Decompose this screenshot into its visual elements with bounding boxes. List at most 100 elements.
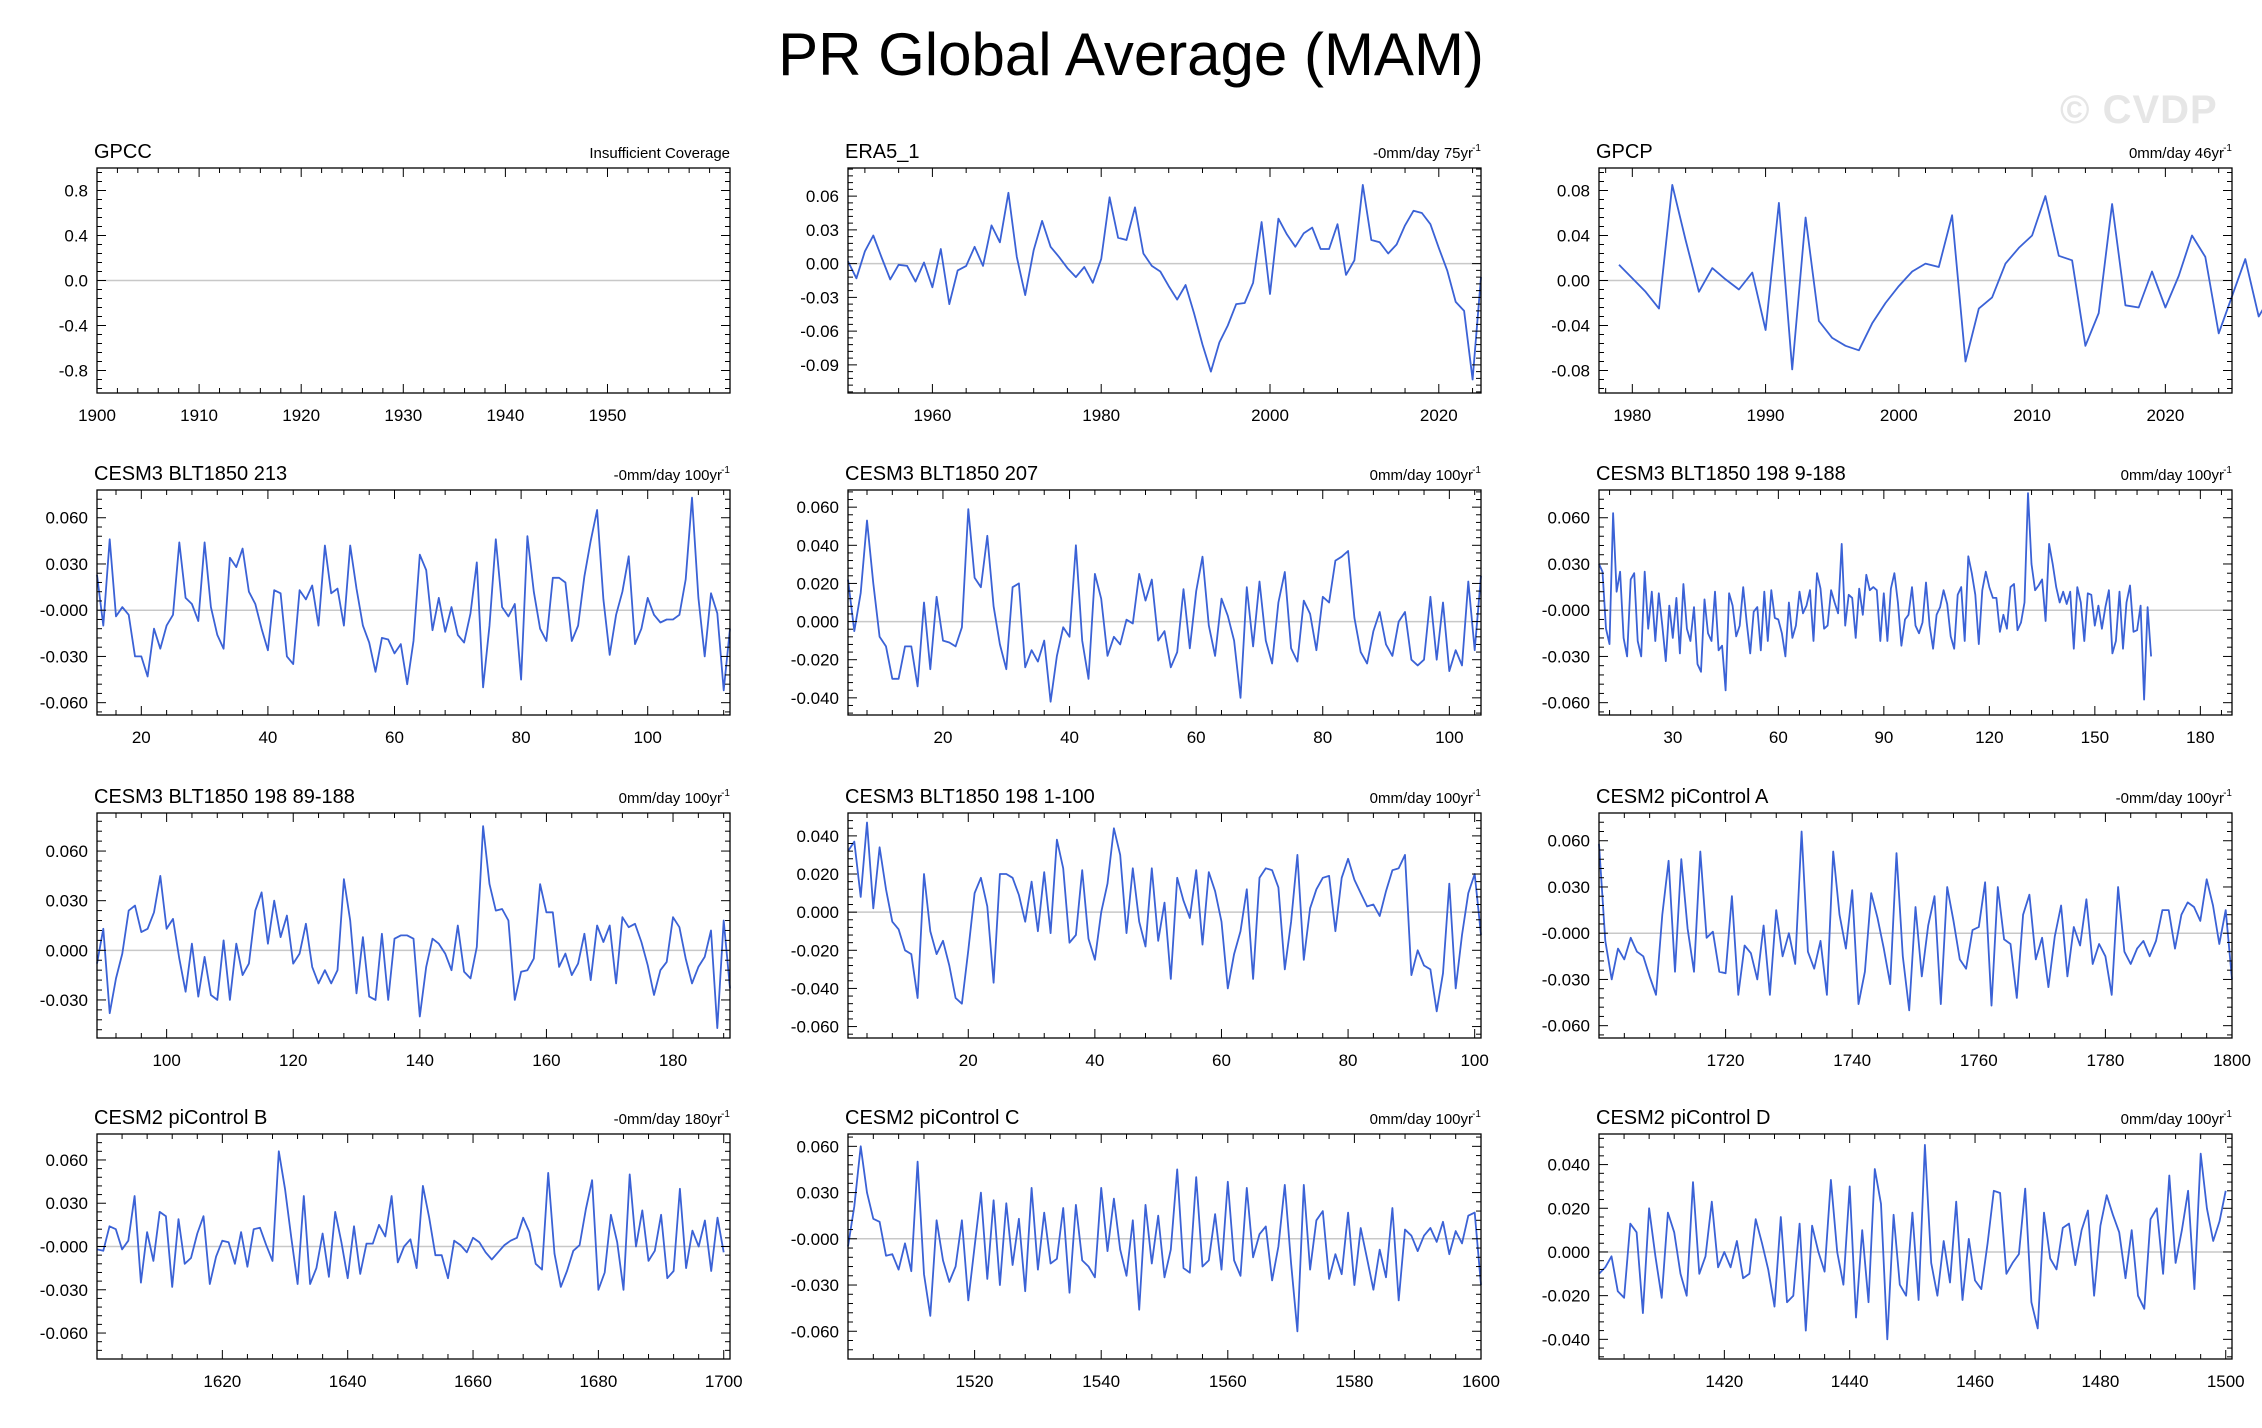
x-tick-label: 1480 (2081, 1372, 2119, 1391)
panel-title: GPCC (94, 141, 152, 163)
x-tick-label: 1660 (454, 1372, 492, 1391)
series-line (847, 1145, 1482, 1333)
x-tick-label: 1560 (1209, 1372, 1247, 1391)
y-tick-label: 0.000 (45, 941, 88, 960)
x-tick-label: 90 (1874, 728, 1893, 747)
y-tick-label: -0.000 (791, 1230, 839, 1249)
x-tick-label: 180 (2186, 728, 2214, 747)
y-tick-label: -0.4 (59, 317, 88, 336)
x-tick-label: 1780 (2086, 1051, 2124, 1070)
x-tick-label: 30 (1663, 728, 1682, 747)
x-tick-label: 2020 (2146, 406, 2184, 425)
y-tick-label: 0.08 (1557, 182, 1590, 201)
panel-trend-superscript: -1 (721, 788, 730, 799)
y-tick-label: 0.00 (806, 255, 839, 274)
x-tick-label: 2020 (1420, 406, 1458, 425)
x-tick-label: 1640 (329, 1372, 367, 1391)
panel-title: CESM3 BLT1850 198 89-188 (94, 786, 355, 808)
x-tick-label: 60 (1212, 1051, 1231, 1070)
panel-trend-info: -0mm/day 100yr (2116, 790, 2224, 807)
series-line (1598, 1144, 2227, 1341)
x-tick-label: 40 (1060, 728, 1079, 747)
y-tick-label: -0.09 (800, 356, 839, 375)
x-tick-label: 1420 (1705, 1372, 1743, 1391)
x-tick-label: 1940 (486, 406, 524, 425)
panel-title: CESM3 BLT1850 198 9-188 (1596, 463, 1846, 485)
x-tick-label: 1950 (589, 406, 627, 425)
panel-trend-info: Insufficient Coverage (589, 145, 730, 162)
x-tick-label: 140 (406, 1051, 434, 1070)
panel-trend-superscript: -1 (1472, 788, 1481, 799)
series-line (96, 496, 731, 692)
chart-panel: 20 40 60 80 100 0.040 0.020 0.000 -0.020 -0.040 -0… (791, 786, 1489, 1070)
series-line (1598, 830, 2233, 1012)
x-tick-label: 100 (152, 1051, 180, 1070)
y-tick-label: 0.030 (1547, 878, 1590, 897)
y-tick-label: -0.04 (1551, 317, 1590, 336)
y-tick-label: 0.060 (45, 842, 88, 861)
x-tick-label: 80 (512, 728, 531, 747)
y-tick-label: -0.020 (1542, 1287, 1590, 1306)
y-tick-label: -0.000 (1542, 601, 1590, 620)
x-tick-label: 1580 (1335, 1372, 1373, 1391)
y-tick-label: 0.020 (796, 865, 839, 884)
chart-panel: 1720 1740 1760 1780 1800 0.060 0.030 -0.000 -0.0… (1542, 786, 2251, 1070)
plot-frame (847, 812, 1482, 1039)
panel-trend-info: 0mm/day 100yr (1370, 1111, 1473, 1128)
x-tick-label: 180 (659, 1051, 687, 1070)
x-tick-label: 1960 (913, 406, 951, 425)
y-tick-label: 0.0 (64, 272, 88, 291)
y-tick-label: 0.030 (45, 555, 88, 574)
y-tick-label: -0.03 (800, 288, 839, 307)
panel-trend-info: -0mm/day 75yr (1373, 145, 1473, 162)
y-tick-label: 0.000 (796, 613, 839, 632)
plot-frame (1598, 489, 2233, 716)
chart-panel: 1520 1540 1560 1580 1600 0.060 0.030 -0.000 -0.0… (791, 1107, 1500, 1391)
y-tick-label: 0.040 (1547, 1156, 1590, 1175)
y-tick-label: 0.030 (1547, 555, 1590, 574)
y-tick-label: 0.060 (1547, 832, 1590, 851)
y-tick-label: -0.060 (1542, 694, 1590, 713)
y-tick-label: 0.03 (806, 221, 839, 240)
x-tick-label: 80 (1313, 728, 1332, 747)
x-tick-label: 1600 (1462, 1372, 1500, 1391)
x-tick-label: 40 (258, 728, 277, 747)
y-tick-label: -0.020 (791, 651, 839, 670)
x-tick-label: 60 (1769, 728, 1788, 747)
series-line (1618, 183, 2262, 371)
panel-trend-superscript: -1 (1472, 1109, 1481, 1120)
y-tick-label: 0.4 (64, 227, 88, 246)
y-tick-label: 0.06 (806, 187, 839, 206)
panel-title: CESM2 piControl C (845, 1107, 1020, 1129)
chart-panel: 1620 1640 1660 1680 1700 0.060 0.030 -0.000 -0.0… (40, 1107, 743, 1391)
panel-title: CESM3 BLT1850 213 (94, 463, 287, 485)
y-tick-label: 0.04 (1557, 227, 1590, 246)
y-tick-label: 0.000 (796, 903, 839, 922)
x-tick-label: 120 (1975, 728, 2003, 747)
y-tick-label: -0.08 (1551, 362, 1590, 381)
plot-frame (96, 812, 731, 1039)
x-tick-label: 1520 (956, 1372, 994, 1391)
y-tick-label: -0.040 (791, 689, 839, 708)
y-tick-label: -0.8 (59, 362, 88, 381)
panel-trend-info: -0mm/day 180yr (614, 1111, 722, 1128)
y-tick-label: -0.060 (791, 1322, 839, 1341)
y-tick-label: -0.000 (40, 601, 88, 620)
x-tick-label: 1900 (78, 406, 116, 425)
x-tick-label: 60 (1187, 728, 1206, 747)
x-tick-label: 100 (1435, 728, 1463, 747)
x-tick-label: 1620 (203, 1372, 241, 1391)
x-tick-label: 1500 (2207, 1372, 2245, 1391)
x-tick-label: 1980 (1082, 406, 1120, 425)
y-tick-label: -0.000 (1542, 924, 1590, 943)
y-tick-label: -0.060 (40, 1324, 88, 1343)
panel-title: CESM2 piControl D (1596, 1107, 1771, 1129)
plot-frame (1598, 1133, 2233, 1360)
panel-trend-info: 0mm/day 100yr (2121, 467, 2224, 484)
y-tick-label: 0.060 (796, 1137, 839, 1156)
y-tick-label: -0.030 (791, 1276, 839, 1295)
chart-panel: 20 40 60 80 100 0.060 0.040 0.020 0.000 -0.020 -0.… (791, 463, 1482, 747)
series-line (96, 1150, 725, 1291)
x-tick-label: 20 (959, 1051, 978, 1070)
